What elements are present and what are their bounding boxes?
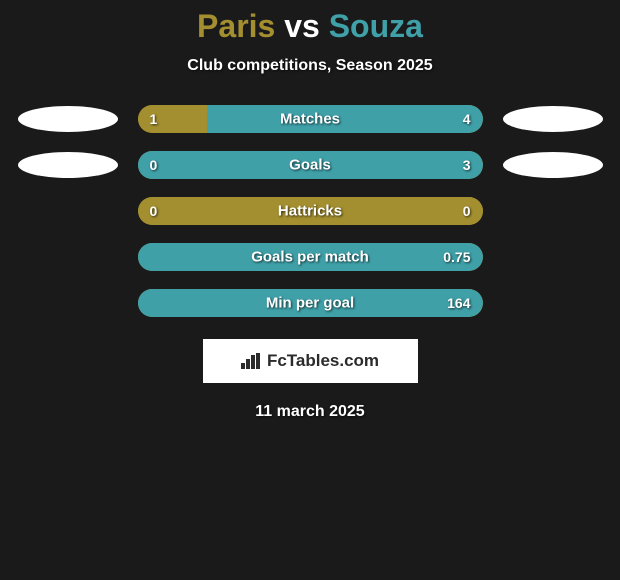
stat-label: Goals bbox=[289, 157, 331, 174]
stat-value-right: 3 bbox=[463, 157, 471, 173]
bars-icon bbox=[241, 353, 261, 369]
left-oval bbox=[18, 152, 118, 178]
brand-box[interactable]: FcTables.com bbox=[203, 339, 418, 383]
stat-value-left: 0 bbox=[150, 157, 158, 173]
stat-value-right: 164 bbox=[447, 295, 470, 311]
comparison-infographic: Paris vs Souza Club competitions, Season… bbox=[0, 0, 620, 421]
stat-rows: Matches 1 4 Goals 0 3 Hattricks 0 0 Goals per mat… bbox=[0, 105, 620, 317]
player2-name: Souza bbox=[329, 8, 423, 44]
footer-date: 11 march 2025 bbox=[0, 403, 620, 421]
bar-fill-right bbox=[207, 105, 483, 133]
stat-label: Goals per match bbox=[251, 249, 369, 266]
left-oval bbox=[18, 106, 118, 132]
stat-row: Goals 0 3 bbox=[0, 151, 620, 179]
brand-text: FcTables.com bbox=[267, 351, 379, 371]
stat-bar: Min per goal 164 bbox=[138, 289, 483, 317]
bar-fill-left bbox=[138, 105, 207, 133]
stat-value-right: 4 bbox=[463, 111, 471, 127]
stat-row: Hattricks 0 0 bbox=[0, 197, 620, 225]
stat-row: Min per goal 164 bbox=[0, 289, 620, 317]
stat-bar: Goals 0 3 bbox=[138, 151, 483, 179]
vs-text: vs bbox=[284, 8, 320, 44]
stat-value-right: 0 bbox=[463, 203, 471, 219]
subtitle: Club competitions, Season 2025 bbox=[0, 57, 620, 75]
right-oval bbox=[503, 152, 603, 178]
stat-value-right: 0.75 bbox=[443, 249, 470, 265]
stat-bar: Goals per match 0.75 bbox=[138, 243, 483, 271]
player1-name: Paris bbox=[197, 8, 275, 44]
stat-label: Min per goal bbox=[266, 295, 354, 312]
right-oval bbox=[503, 106, 603, 132]
stat-row: Matches 1 4 bbox=[0, 105, 620, 133]
stat-row: Goals per match 0.75 bbox=[0, 243, 620, 271]
stat-bar: Matches 1 4 bbox=[138, 105, 483, 133]
stat-value-left: 1 bbox=[150, 111, 158, 127]
stat-label: Matches bbox=[280, 111, 340, 128]
stat-value-left: 0 bbox=[150, 203, 158, 219]
page-title: Paris vs Souza bbox=[0, 8, 620, 45]
stat-label: Hattricks bbox=[278, 203, 342, 220]
stat-bar: Hattricks 0 0 bbox=[138, 197, 483, 225]
